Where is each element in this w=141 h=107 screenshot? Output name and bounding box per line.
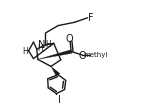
Text: H: H bbox=[37, 44, 43, 53]
Text: F: F bbox=[88, 13, 93, 23]
Text: H: H bbox=[45, 40, 51, 49]
Text: methyl: methyl bbox=[83, 52, 107, 58]
Polygon shape bbox=[38, 50, 72, 59]
Polygon shape bbox=[51, 66, 60, 76]
Text: H: H bbox=[22, 47, 28, 56]
Text: O: O bbox=[66, 34, 73, 44]
Text: N: N bbox=[38, 40, 46, 50]
Text: I: I bbox=[58, 95, 61, 105]
Text: O: O bbox=[78, 51, 86, 61]
